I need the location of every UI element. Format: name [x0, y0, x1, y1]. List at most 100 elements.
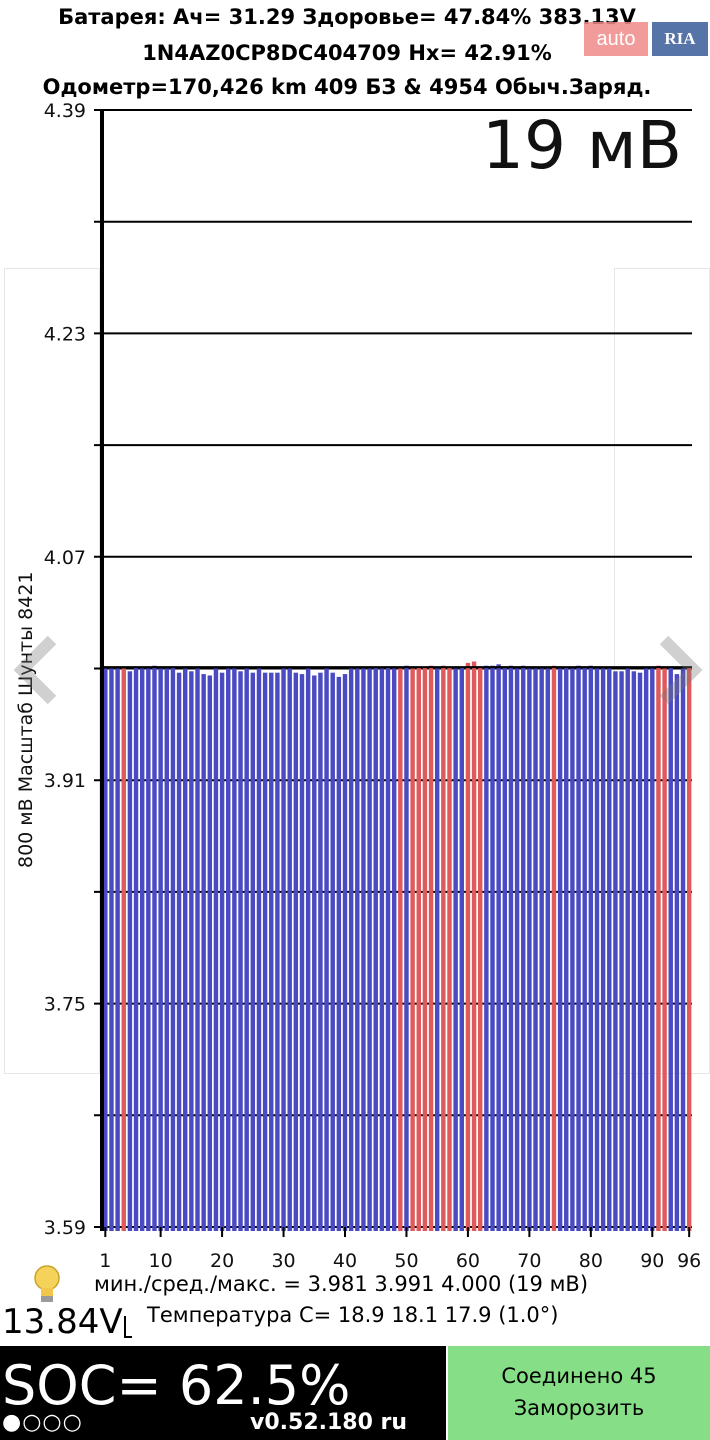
cell-bar[interactable] — [662, 668, 667, 1232]
cell-bar[interactable] — [336, 676, 342, 1231]
cell-bar[interactable] — [379, 668, 385, 1232]
cell-bar[interactable] — [441, 665, 446, 1231]
cell-bar[interactable] — [355, 668, 360, 1232]
cell-bar[interactable] — [416, 667, 421, 1231]
chevron-left-icon[interactable] — [13, 635, 57, 705]
cell-bar[interactable] — [471, 661, 477, 1231]
cell-bar[interactable] — [496, 664, 501, 1231]
cell-bar[interactable] — [109, 668, 114, 1232]
cell-bar[interactable] — [557, 668, 563, 1232]
cell-bar[interactable] — [668, 667, 673, 1231]
cell-voltage-chart[interactable]: 4.39 4.23 4.07 3.91 3.75 3.59 1 10 20 30 40 50 60 70… — [0, 96, 710, 1276]
cell-bar[interactable] — [533, 668, 538, 1232]
cell-bar[interactable] — [656, 665, 661, 1231]
cell-bar[interactable] — [115, 668, 120, 1232]
cell-bar[interactable] — [551, 665, 557, 1231]
cell-bar[interactable] — [189, 671, 194, 1231]
cell-bar[interactable] — [391, 668, 397, 1232]
cell-bar[interactable] — [428, 665, 434, 1231]
cell-bar[interactable] — [170, 667, 176, 1231]
cell-bar[interactable] — [527, 668, 532, 1232]
cell-bar[interactable] — [226, 668, 231, 1232]
cell-bar[interactable] — [674, 674, 680, 1231]
cell-bar[interactable] — [447, 667, 452, 1231]
cell-bar[interactable] — [613, 671, 618, 1231]
cell-bar[interactable] — [152, 665, 157, 1231]
lightbulb-icon[interactable] — [32, 1264, 62, 1304]
cell-bar[interactable] — [631, 671, 637, 1231]
cell-bar[interactable] — [637, 672, 643, 1231]
cell-bar[interactable] — [183, 668, 188, 1232]
cell-bar[interactable] — [607, 668, 612, 1232]
chevron-right-icon[interactable] — [659, 635, 703, 705]
cell-bar[interactable] — [146, 668, 151, 1232]
cell-bar[interactable] — [385, 667, 391, 1231]
cell-bar[interactable] — [434, 668, 440, 1232]
cell-bar[interactable] — [422, 667, 428, 1231]
cell-bar[interactable] — [582, 667, 587, 1231]
cell-bar[interactable] — [625, 668, 630, 1232]
cell-bar[interactable] — [484, 665, 489, 1231]
cell-bar[interactable] — [201, 674, 206, 1231]
cell-bar[interactable] — [305, 668, 311, 1232]
cell-bar[interactable] — [195, 668, 200, 1232]
cell-bar[interactable] — [576, 665, 581, 1231]
page-indicator[interactable]: ●○○○ — [2, 1410, 83, 1435]
cell-bar[interactable] — [680, 668, 686, 1232]
cell-bar[interactable] — [342, 674, 348, 1231]
cell-bar[interactable] — [121, 668, 126, 1232]
cell-bar[interactable] — [158, 668, 163, 1232]
cell-bar[interactable] — [232, 668, 237, 1232]
cell-bar[interactable] — [588, 665, 594, 1231]
cell-bar[interactable] — [293, 672, 299, 1231]
cell-bar[interactable] — [478, 667, 483, 1231]
cell-bar[interactable] — [318, 672, 323, 1231]
cell-bar[interactable] — [514, 668, 520, 1232]
cell-bar[interactable] — [213, 668, 219, 1232]
cell-bar[interactable] — [521, 665, 526, 1231]
cell-bar[interactable] — [299, 674, 305, 1231]
cell-bar[interactable] — [312, 675, 317, 1231]
cell-bar[interactable] — [508, 665, 514, 1231]
cell-bar[interactable] — [133, 667, 139, 1231]
cell-bar[interactable] — [404, 665, 409, 1231]
cell-bar[interactable] — [330, 672, 335, 1231]
cell-bar[interactable] — [176, 672, 182, 1231]
cell-bar[interactable] — [250, 672, 256, 1231]
cell-bar[interactable] — [465, 662, 471, 1231]
cell-bar[interactable] — [127, 671, 133, 1231]
cell-bar[interactable] — [256, 668, 262, 1232]
cell-bar[interactable] — [490, 665, 495, 1231]
cell-bar[interactable] — [686, 667, 692, 1231]
cell-bar[interactable] — [281, 668, 286, 1232]
cell-bar[interactable] — [269, 672, 274, 1231]
cell-bar[interactable] — [650, 668, 655, 1232]
cell-bar[interactable] — [103, 668, 108, 1232]
cell-bar[interactable] — [207, 675, 213, 1231]
cell-bar[interactable] — [502, 667, 508, 1231]
cell-bar[interactable] — [539, 668, 544, 1232]
cell-bar[interactable] — [564, 667, 569, 1231]
cell-bar[interactable] — [545, 668, 551, 1232]
cell-bar[interactable] — [219, 672, 225, 1231]
cell-bar[interactable] — [570, 668, 575, 1232]
cell-bar[interactable] — [643, 668, 649, 1232]
cell-bar[interactable] — [275, 672, 280, 1231]
cell-bar[interactable] — [594, 668, 600, 1232]
cell-bar[interactable] — [453, 668, 458, 1232]
cell-bar[interactable] — [361, 668, 366, 1232]
cell-bar[interactable] — [324, 668, 329, 1232]
cell-bar[interactable] — [348, 668, 354, 1232]
cell-bar[interactable] — [164, 668, 169, 1232]
cell-bar[interactable] — [139, 668, 145, 1232]
cell-bar[interactable] — [262, 672, 268, 1231]
cell-bar[interactable] — [287, 668, 292, 1232]
cell-bar[interactable] — [600, 668, 606, 1232]
cell-bar[interactable] — [398, 668, 403, 1232]
cell-bar[interactable] — [367, 668, 372, 1232]
cell-bar[interactable] — [373, 667, 378, 1231]
cell-bar[interactable] — [459, 667, 464, 1231]
cell-bar[interactable] — [410, 668, 415, 1232]
connection-freeze-button[interactable]: Соединено 45 Заморозить — [448, 1346, 710, 1440]
cell-bar[interactable] — [238, 671, 243, 1231]
